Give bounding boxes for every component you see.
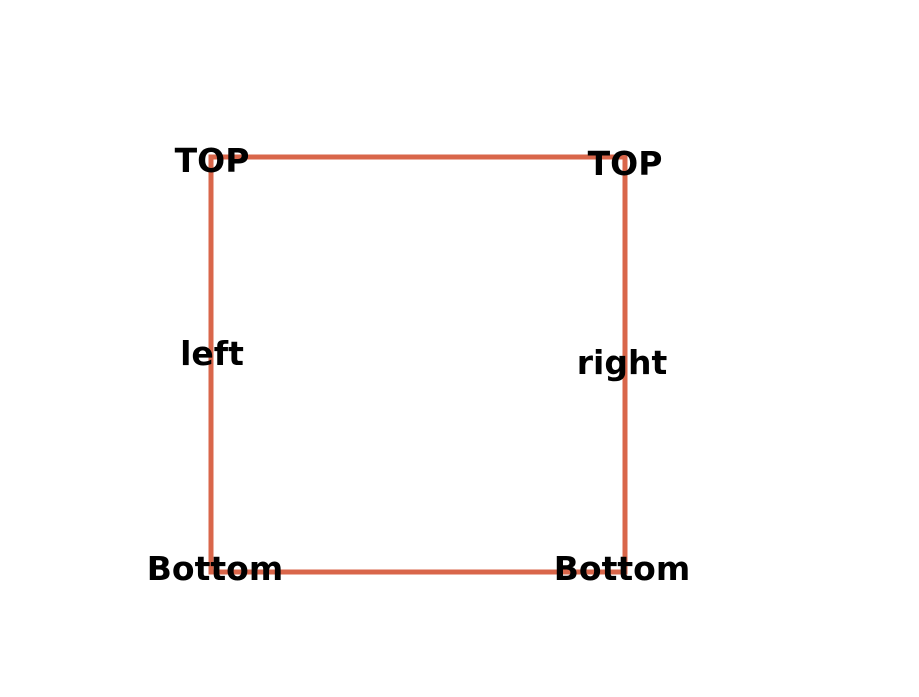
square-outline: [208, 154, 628, 575]
label-top-left: TOP: [175, 141, 250, 180]
label-bottom-left: Bottom: [147, 549, 283, 588]
label-top-right: TOP: [588, 144, 663, 183]
label-right: right: [577, 343, 668, 382]
label-left: left: [180, 334, 244, 373]
label-bottom-right: Bottom: [554, 549, 690, 588]
